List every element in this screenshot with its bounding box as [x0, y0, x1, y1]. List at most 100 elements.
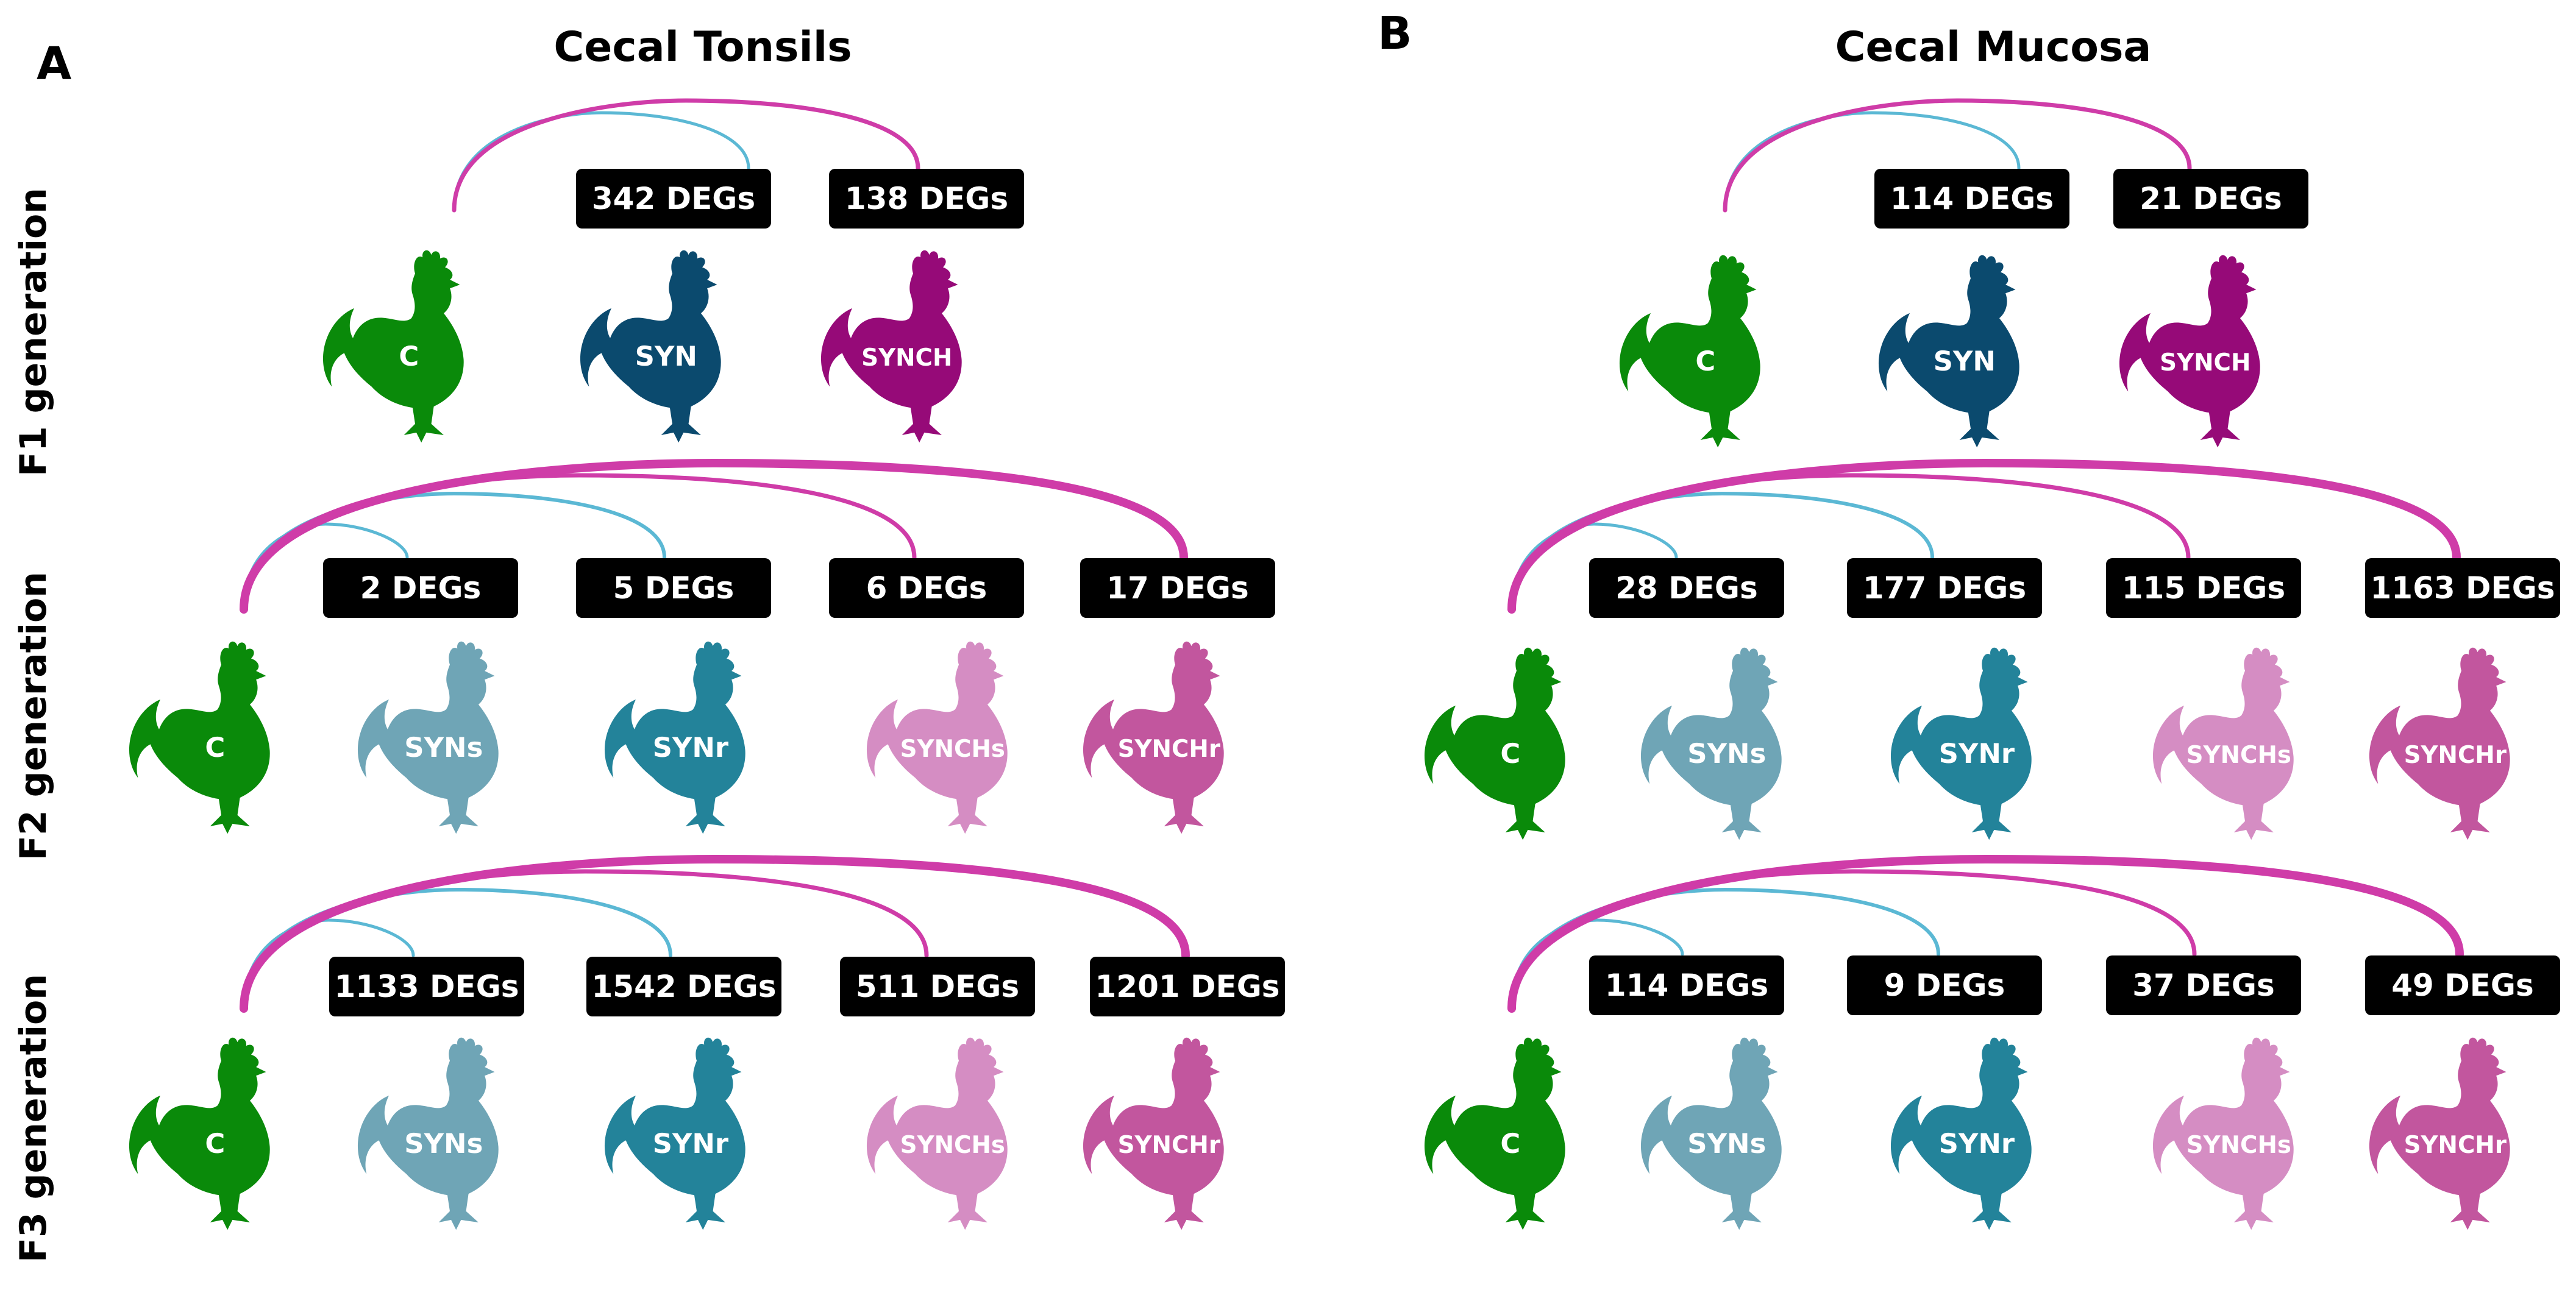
comparison-arc	[1507, 458, 2461, 614]
deg-count-box: 28 DEGs	[1589, 558, 1784, 618]
rooster-body	[1083, 1037, 1224, 1230]
rooster-silhouette: SYNr	[1890, 647, 2032, 840]
rooster-group-label: SYNs	[1687, 1127, 1766, 1160]
rooster-silhouette: SYNr	[604, 1037, 745, 1230]
rooster-silhouette: SYNCHr	[2369, 647, 2510, 840]
rooster-silhouette: C	[1424, 647, 1565, 840]
rooster-silhouette: SYNCHs	[866, 1037, 1008, 1230]
rooster-silhouette: SYNs	[357, 1037, 499, 1230]
deg-count-box: 6 DEGs	[829, 558, 1024, 618]
rooster-body	[1878, 255, 2019, 448]
rooster-silhouette: C	[129, 1037, 270, 1230]
deg-count-box: 342 DEGs	[576, 169, 771, 229]
rooster-silhouette: SYN	[1878, 255, 2019, 448]
rooster-group-label: C	[399, 340, 419, 372]
deg-count-box: 1163 DEGs	[2365, 558, 2560, 618]
comparison-arcs: C SYN SYNCH C SYN SYNCH C SYNs SYNr SYNCHs SYNCHr C…	[129, 98, 2510, 1230]
rooster-group-label: C	[1695, 345, 1715, 377]
panel-b-letter: B	[1378, 7, 1412, 60]
rooster-silhouette: SYNs	[1640, 647, 1782, 840]
rooster-body	[129, 641, 270, 834]
rooster-silhouette: SYNCHr	[1083, 641, 1224, 834]
deg-count-box: 1542 DEGs	[586, 957, 781, 1016]
rooster-body	[1890, 647, 2032, 840]
rooster-body	[322, 250, 464, 443]
comparison-arc	[1507, 854, 2464, 1013]
rooster-body	[357, 1037, 499, 1230]
rooster-silhouette: SYN	[580, 250, 721, 443]
deg-count-box: 21 DEGs	[2113, 169, 2308, 229]
rooster-silhouette: SYNCH	[820, 250, 962, 443]
rooster-silhouette: C	[129, 641, 270, 834]
rooster-silhouette: SYNCHr	[2369, 1037, 2510, 1230]
rooster-group-label: SYNr	[1939, 1127, 2015, 1160]
rooster-silhouette: SYNCHr	[1083, 1037, 1224, 1230]
figure: C SYN SYNCH C SYN SYNCH C SYNs SYNr SYNCHs SYNCHr C…	[12, 7, 2560, 1263]
rooster-group-label: SYNCHr	[1118, 1132, 1220, 1159]
deg-count-box: 1133 DEGs	[329, 957, 524, 1016]
row-label-f3: F3 generation	[12, 974, 55, 1263]
row-label-f2: F2 generation	[12, 572, 55, 860]
deg-count-box: 5 DEGs	[576, 558, 771, 618]
rooster-group-label: SYNCHs	[2186, 1132, 2291, 1159]
comparison-arc	[240, 854, 1190, 1013]
rooster-group-label: SYNCHr	[2404, 742, 2507, 769]
rooster-body	[2369, 1037, 2510, 1230]
deg-count-box: 114 DEGs	[1589, 955, 1784, 1015]
comparison-arc	[1723, 98, 2192, 213]
deg-count-box: 138 DEGs	[829, 169, 1024, 229]
panel-b-title: Cecal Mucosa	[1835, 23, 2152, 71]
rooster-group-label: C	[205, 731, 225, 764]
rooster-group-label: SYNs	[404, 1127, 483, 1160]
comparison-arc	[240, 458, 1188, 614]
rooster-group-label: SYNs	[404, 731, 483, 764]
comparison-arc	[1723, 111, 2021, 212]
deg-count-box: 17 DEGs	[1080, 558, 1275, 618]
rooster-group-label: SYNCHr	[1118, 736, 1220, 763]
rooster-silhouette: SYNCHs	[2152, 647, 2294, 840]
rooster-body	[580, 250, 721, 443]
rooster-body	[866, 641, 1008, 834]
rooster-body	[1424, 647, 1565, 840]
rooster-group-label: C	[205, 1127, 225, 1160]
deg-count-box: 115 DEGs	[2106, 558, 2301, 618]
rooster-body	[2369, 647, 2510, 840]
comparison-arc	[452, 98, 920, 213]
rooster-group-label: SYNCH	[2160, 349, 2250, 377]
rooster-group-label: SYNr	[653, 731, 728, 764]
rooster-silhouette: SYNCHs	[2152, 1037, 2294, 1230]
rooster-body	[357, 641, 499, 834]
rooster-silhouette: SYNCHs	[866, 641, 1008, 834]
rooster-group-label: SYNCH	[861, 344, 952, 372]
rooster-group-label: SYNs	[1687, 737, 1766, 770]
deg-count-box: 1201 DEGs	[1090, 957, 1285, 1016]
deg-count-box: 177 DEGs	[1847, 558, 2042, 618]
rooster-body	[2152, 647, 2294, 840]
rooster-body	[1619, 255, 1760, 448]
rooster-body	[1083, 641, 1224, 834]
panel-a-letter: A	[37, 38, 72, 90]
rooster-silhouette: C	[1424, 1037, 1565, 1230]
rooster-silhouette: SYNr	[604, 641, 745, 834]
rooster-group-label: C	[1500, 737, 1520, 770]
rooster-group-label: SYNCHs	[2186, 742, 2291, 769]
rooster-silhouette: SYNs	[357, 641, 499, 834]
rooster-group-label: C	[1500, 1127, 1520, 1160]
rooster-body	[2119, 255, 2260, 448]
rooster-body	[604, 1037, 745, 1230]
rooster-body	[129, 1037, 270, 1230]
deg-count-box: 2 DEGs	[323, 558, 518, 618]
panel-a-title: Cecal Tonsils	[553, 23, 852, 71]
deg-count-box: 511 DEGs	[840, 957, 1035, 1016]
rooster-silhouette: SYNCH	[2119, 255, 2260, 448]
deg-count-box: 9 DEGs	[1847, 955, 2042, 1015]
rooster-silhouette: SYNr	[1890, 1037, 2032, 1230]
rooster-group-label: SYNCHr	[2404, 1132, 2507, 1159]
rooster-body	[1424, 1037, 1565, 1230]
rooster-body	[1640, 647, 1782, 840]
rooster-group-label: SYNr	[1939, 737, 2015, 770]
rooster-silhouette: C	[322, 250, 464, 443]
rooster-body	[604, 641, 745, 834]
rooster-body	[1890, 1037, 2032, 1230]
rooster-group-label: SYNr	[653, 1127, 728, 1160]
